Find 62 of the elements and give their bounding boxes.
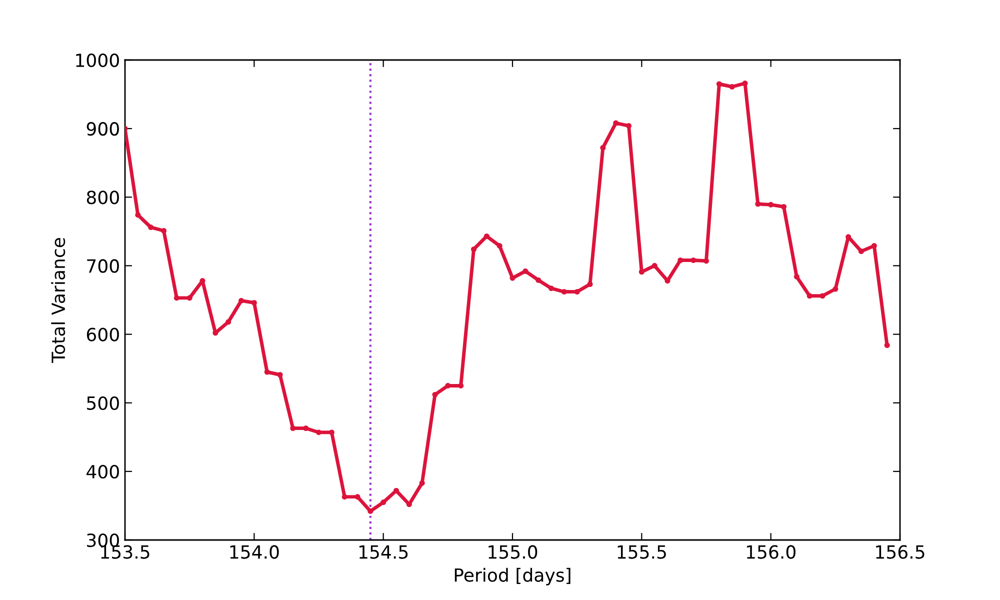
point [458, 382, 464, 388]
point [226, 319, 232, 325]
point [626, 123, 632, 129]
point [342, 494, 348, 500]
x-tick-label: 154.0 [230, 545, 279, 559]
point [174, 295, 180, 301]
point [690, 257, 696, 264]
point [160, 228, 167, 234]
y-tick-label: 600 [86, 328, 119, 342]
x-tick-label: 155.5 [618, 545, 666, 559]
point [303, 425, 309, 432]
point [716, 81, 722, 87]
point [264, 369, 270, 375]
point [858, 248, 864, 254]
point [419, 480, 425, 486]
point [832, 286, 838, 292]
point [729, 84, 735, 90]
x-axis-title: Period [days] [454, 568, 570, 586]
point [613, 120, 619, 126]
point [368, 508, 374, 514]
point [561, 288, 567, 295]
x-tick-label: 154.5 [359, 545, 408, 559]
point [755, 201, 761, 207]
point [328, 430, 334, 436]
y-tick-label: 500 [87, 396, 119, 410]
y-tick-label: 1000 [76, 53, 119, 68]
x-tick-label: 153.5 [101, 545, 150, 559]
point [871, 243, 877, 249]
x-tick-label: 156.5 [876, 545, 924, 559]
point [794, 274, 800, 280]
y-tick-label: 800 [86, 190, 119, 204]
y-tick-label: 400 [86, 464, 119, 479]
point [277, 372, 283, 378]
point [186, 295, 192, 301]
y-tick-label: 700 [87, 259, 119, 273]
point [806, 293, 812, 299]
y-tick-label: 900 [86, 122, 119, 136]
point [768, 202, 774, 208]
point [638, 269, 644, 275]
point [251, 300, 257, 306]
point [238, 298, 244, 304]
point [820, 293, 826, 299]
point [470, 246, 477, 252]
point [522, 268, 528, 274]
point [354, 494, 360, 500]
point [432, 392, 438, 398]
point [380, 500, 386, 506]
point [484, 233, 490, 240]
point [496, 243, 502, 249]
x-tick-label: 156.0 [746, 545, 796, 559]
x-tick-label: 155.0 [488, 545, 538, 559]
point [780, 204, 787, 210]
line-series [125, 80, 890, 514]
point [135, 212, 141, 218]
point [393, 488, 400, 494]
point [510, 275, 516, 281]
point [600, 144, 606, 151]
point [536, 277, 542, 283]
point [652, 262, 658, 268]
point [148, 224, 154, 230]
point [548, 286, 554, 292]
y-axis-title: Total Variance [51, 238, 66, 364]
